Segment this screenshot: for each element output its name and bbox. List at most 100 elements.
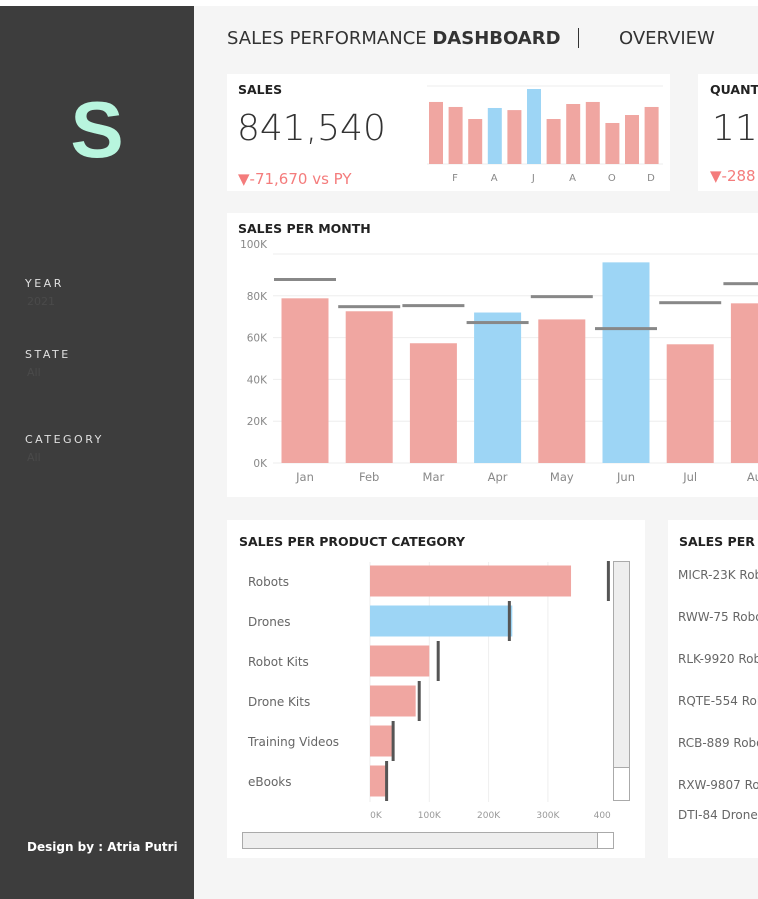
y-tick-label: 0K — [253, 458, 268, 470]
spark-bar — [625, 115, 639, 164]
scrollbar-thumb[interactable] — [614, 767, 629, 800]
target-marker — [436, 641, 440, 681]
filter-year-value[interactable]: 2021 — [27, 295, 55, 308]
category-bar — [370, 725, 393, 757]
category-label: Robot Kits — [248, 655, 309, 669]
page-title: SALES PERFORMANCE DASHBOARD — [227, 28, 561, 49]
category-bar — [370, 685, 416, 717]
filter-state-label: STATE — [25, 348, 71, 361]
x-tick-label: O — [608, 173, 616, 184]
kpi-value: 11 — [712, 108, 758, 149]
sidebar: S YEAR 2021 STATE All CATEGORY All Desig… — [0, 6, 194, 899]
category-label: eBooks — [248, 775, 292, 789]
list-item: RCB-889 Robo — [678, 736, 758, 750]
chart-title: SALES PER E — [679, 534, 758, 549]
x-tick-label: Au — [747, 470, 758, 484]
x-tick-label: 200K — [477, 811, 501, 821]
spark-bar — [507, 110, 522, 164]
sales-per-month-card: SALES PER MONTH 0K 20K 40K 60K 80K 100K Jan Feb… — [227, 213, 758, 497]
quantity-kpi-card: QUANT 11 ▼-288 — [698, 74, 758, 191]
list-item: RLK-9920 Robo — [678, 652, 758, 666]
kpi-title: SALES — [238, 82, 283, 97]
x-tick-label: D — [647, 173, 655, 184]
month-bar — [345, 311, 393, 463]
filter-category-value[interactable]: All — [27, 451, 41, 464]
spark-bar — [605, 122, 620, 164]
logo: S — [70, 85, 124, 174]
title-light: SALES PERFORMANCE — [227, 28, 433, 49]
target-marker — [466, 321, 529, 325]
month-bar — [602, 262, 650, 463]
spark-bar — [527, 89, 541, 164]
target-marker — [417, 681, 421, 721]
kpi-value: 841,540 — [237, 108, 386, 149]
spark-bar — [468, 119, 483, 164]
x-tick-label: A — [569, 173, 576, 184]
x-tick-label: 400 — [594, 811, 611, 821]
filter-state-value[interactable]: All — [27, 366, 41, 379]
vertical-scrollbar[interactable] — [613, 561, 630, 801]
x-tick-label: Jun — [616, 470, 635, 484]
sales-per-month-chart: 0K 20K 40K 60K 80K 100K Jan Feb Mar Apr May Jun Jul A… — [240, 239, 758, 484]
target-marker — [595, 327, 657, 331]
scrollbar-thumb[interactable] — [597, 833, 613, 848]
x-tick-label: 100K — [418, 811, 442, 821]
target-marker — [659, 301, 722, 305]
x-tick-label: May — [550, 470, 574, 484]
y-tick-label: 100K — [240, 239, 268, 251]
title-bold: DASHBOARD — [432, 28, 561, 49]
spark-bar — [448, 106, 463, 164]
x-tick-label: Jul — [682, 470, 697, 484]
x-tick-label: F — [452, 173, 458, 184]
top-strip — [0, 0, 758, 6]
sales-kpi-card: SALES 841,540 ▼-71,670 vs PY F A J A O D — [227, 74, 670, 191]
x-tick-label: Jan — [295, 470, 314, 484]
category-label: Drone Kits — [248, 695, 310, 709]
spark-bar — [487, 107, 502, 164]
x-tick-label: 0K — [370, 811, 383, 821]
list-item: RXW-9807 Rob — [678, 778, 758, 792]
category-label: Robots — [248, 575, 289, 589]
kpi-title: QUANT — [710, 82, 758, 97]
list-item: RQTE-554 Rob — [678, 694, 758, 708]
target-marker — [530, 295, 593, 299]
x-tick-label: J — [531, 173, 535, 184]
category-bar — [370, 605, 513, 637]
spark-bar — [644, 106, 659, 164]
x-tick-label: Apr — [488, 470, 508, 484]
target-marker — [338, 305, 401, 309]
chart-title: SALES PER PRODUCT CATEGORY — [239, 534, 466, 549]
y-tick-label: 40K — [247, 374, 268, 386]
spark-bar — [585, 101, 600, 164]
kpi-delta: ▼-71,670 vs PY — [238, 170, 352, 188]
target-marker — [391, 721, 395, 761]
kpi-delta: ▼-288 — [710, 167, 756, 185]
x-tick-label: 300K — [536, 811, 560, 821]
month-bar — [538, 319, 586, 463]
filter-year-label: YEAR — [25, 277, 64, 290]
list-item: MICR-23K Robo — [678, 568, 758, 582]
sales-per-category-chart: 0K 100K 200K 300K 400 Robots Drones Robot Kits D… — [247, 561, 611, 821]
target-marker — [723, 282, 758, 286]
design-credit: Design by : Atria Putri — [27, 840, 178, 854]
month-bar — [281, 298, 329, 463]
month-bar — [666, 344, 714, 463]
month-bar — [474, 312, 522, 463]
y-tick-label: 20K — [247, 416, 268, 428]
category-label: Drones — [248, 615, 291, 629]
category-bar — [370, 565, 572, 597]
sales-per-category-card: SALES PER PRODUCT CATEGORY 0K 100K 200K 300… — [227, 520, 645, 858]
spark-bar — [546, 119, 561, 164]
list-item: RWW-75 Robo — [678, 610, 758, 624]
sales-per-product-card: SALES PER E MICR-23K Robo RWW-75 Robo RL… — [668, 520, 758, 858]
target-marker — [402, 304, 465, 308]
horizontal-scrollbar[interactable] — [242, 832, 614, 849]
header-divider — [578, 28, 579, 48]
x-tick-label: Mar — [423, 470, 445, 484]
y-tick-label: 80K — [247, 291, 268, 303]
x-tick-label: A — [491, 173, 498, 184]
x-tick-label: Feb — [359, 470, 379, 484]
y-tick-label: 60K — [247, 333, 268, 345]
list-item: DTI-84 Drone — [678, 808, 758, 822]
